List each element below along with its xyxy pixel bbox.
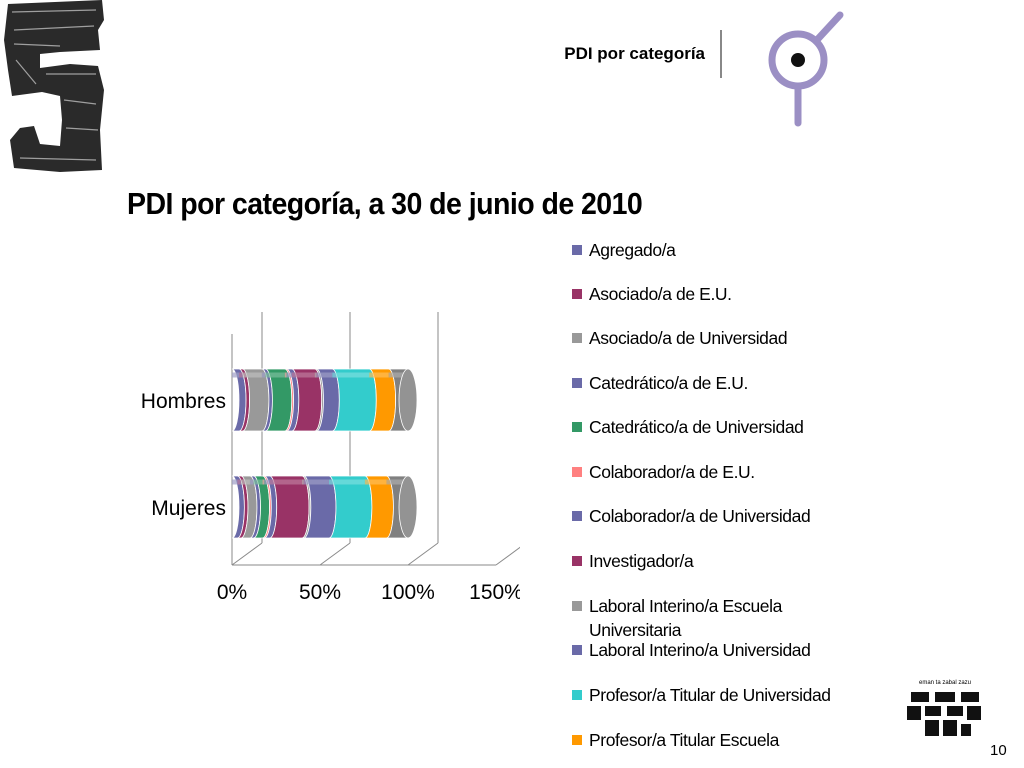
category-label: Mujeres bbox=[151, 497, 226, 520]
legend-label: Catedrático/a de E.U. bbox=[589, 373, 748, 393]
legend-label: Asociado/a de Universidad bbox=[589, 328, 788, 348]
legend-label: Catedrático/a de Universidad bbox=[589, 417, 804, 437]
floor-gridline bbox=[319, 542, 351, 566]
legend-swatch bbox=[572, 467, 582, 477]
chart-plot: 0% 50% 100% 150% Hombres Mujeres bbox=[141, 312, 520, 604]
legend-label: Colaborador/a de E.U. bbox=[589, 462, 755, 482]
gender-symbol-icon bbox=[768, 11, 844, 127]
header-divider bbox=[720, 30, 722, 78]
university-emblem-icon bbox=[907, 692, 981, 736]
category-label: Hombres bbox=[141, 390, 226, 413]
legend-swatch bbox=[572, 245, 582, 255]
floor-gridline bbox=[231, 542, 263, 566]
legend-label: Laboral Interino/a Universidad bbox=[589, 640, 811, 660]
legend-label: Colaborador/a de Universidad bbox=[589, 506, 811, 526]
bar-segment bbox=[369, 368, 397, 432]
legend-label: Agregado/a bbox=[589, 240, 676, 260]
legend-swatch bbox=[572, 735, 582, 745]
legend-label: Profesor/a Titular de Universidad bbox=[589, 685, 831, 705]
legend-label: Laboral Interino/a Escuela Universitaria bbox=[589, 596, 782, 640]
legend-swatch bbox=[572, 556, 582, 566]
floor-gridline bbox=[495, 546, 520, 566]
brush-five-logo bbox=[4, 0, 104, 172]
x-tick-label: 0% bbox=[217, 581, 247, 604]
legend-swatch bbox=[572, 690, 582, 700]
x-tick-label: 50% bbox=[299, 581, 341, 604]
legend-swatch bbox=[572, 422, 582, 432]
legend-swatch bbox=[572, 601, 582, 611]
legend-label: Asociado/a de E.U. bbox=[589, 284, 732, 304]
header-title: PDI por categoría bbox=[564, 44, 705, 63]
bar-segment bbox=[291, 368, 323, 432]
floor-gridline bbox=[407, 542, 439, 566]
university-logo: eman ta zabal zazu bbox=[905, 680, 985, 740]
legend-swatch bbox=[572, 511, 582, 521]
university-motto: eman ta zabal zazu bbox=[918, 680, 972, 686]
x-tick-label: 150% bbox=[469, 581, 520, 604]
chart-title: PDI por categoría, a 30 de junio de 2010 bbox=[127, 186, 643, 221]
legend-label: Profesor/a Titular Escuela bbox=[589, 730, 779, 750]
bar-end-cap bbox=[398, 368, 418, 432]
legend-swatch bbox=[572, 333, 582, 343]
legend-swatch bbox=[572, 378, 582, 388]
bar-end-cap bbox=[398, 475, 418, 539]
page-number: 10 bbox=[990, 742, 1007, 759]
legend-swatch bbox=[572, 289, 582, 299]
x-tick-label: 100% bbox=[381, 581, 435, 604]
bar-segment bbox=[265, 368, 293, 432]
legend-swatch bbox=[572, 645, 582, 655]
legend-label: Investigador/a bbox=[589, 551, 694, 571]
